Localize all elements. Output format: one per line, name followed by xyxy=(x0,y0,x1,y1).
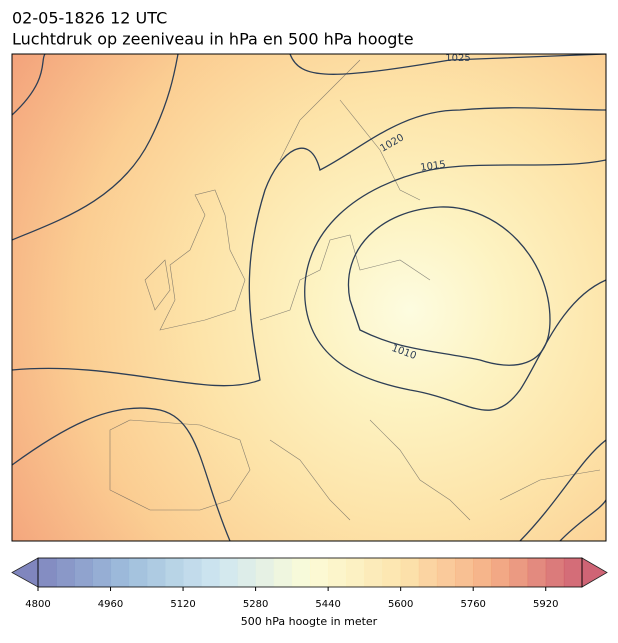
colorbar-segment xyxy=(183,558,202,587)
colorbar-segment xyxy=(310,558,329,587)
colorbar-tick-label: 5920 xyxy=(533,599,558,610)
colorbar-tick-label: 5600 xyxy=(388,599,413,610)
colorbar-segment xyxy=(201,558,220,587)
height-field xyxy=(12,54,606,541)
colorbar-frame xyxy=(37,557,583,588)
colorbar-segment xyxy=(382,558,402,587)
colorbar-segment xyxy=(219,558,238,587)
colorbar-segment xyxy=(473,558,492,587)
colorbar-tick-label: 5280 xyxy=(243,599,268,610)
isobar xyxy=(12,407,231,541)
map: 1025 1020 1015 1010 xyxy=(12,53,606,541)
colorbar-segment xyxy=(418,558,438,587)
colorbar-segment xyxy=(455,558,474,587)
isobar xyxy=(12,107,606,387)
colorbar: 4800 4960 5120 5280 5440 5600 5760 5920 xyxy=(11,557,608,610)
colorbar-segment xyxy=(346,558,365,587)
isobar xyxy=(559,499,606,541)
colorbar-segment xyxy=(74,558,93,587)
colorbar-segment xyxy=(400,558,420,587)
title: Luchtdruk op zeeniveau in hPa en 500 hPa… xyxy=(12,30,414,49)
colorbar-tick-label: 5120 xyxy=(170,599,195,610)
colorbar-segment xyxy=(328,558,347,587)
map-frame xyxy=(11,53,607,542)
colorbar-segment xyxy=(291,558,311,587)
colorbar-segment xyxy=(128,558,148,587)
colorbar-segment xyxy=(436,558,456,587)
colorbar-tick-label: 4800 xyxy=(25,599,50,610)
colorbar-segment xyxy=(527,558,547,587)
isobar xyxy=(289,54,606,75)
colorbar-segment xyxy=(563,558,583,587)
colorbar-segment xyxy=(146,558,166,587)
colorbar-tick-label: 4960 xyxy=(98,599,123,610)
colorbar-segment xyxy=(509,558,529,587)
colorbar-extend-low xyxy=(11,557,39,588)
colorbar-segment xyxy=(92,558,112,587)
colorbar-segment xyxy=(237,558,257,587)
isobar xyxy=(304,159,606,411)
timestamp: 02-05-1826 12 UTC xyxy=(12,9,167,28)
colorbar-segment xyxy=(56,558,75,587)
colorbar-label: 500 hPa hoogte in meter xyxy=(241,615,378,628)
coastline xyxy=(109,59,601,521)
colorbar-segment xyxy=(273,558,293,587)
colorbar-tick-label: 5760 xyxy=(460,599,485,610)
contour-label: 1015 xyxy=(420,159,447,173)
isobar xyxy=(12,54,179,241)
isobar xyxy=(519,439,606,541)
contour-label: 1025 xyxy=(445,53,470,64)
colorbar-segment xyxy=(364,558,384,587)
colorbar-segment xyxy=(491,558,510,587)
colorbar-tick-label: 5440 xyxy=(315,599,340,610)
isobar xyxy=(12,54,46,116)
colorbar-extend-high xyxy=(581,557,608,588)
colorbar-segment xyxy=(255,558,275,587)
colorbar-segment xyxy=(545,558,565,587)
colorbar-segment xyxy=(110,558,130,587)
colorbar-segment xyxy=(38,558,57,587)
colorbar-segment xyxy=(164,558,184,587)
isobar xyxy=(347,206,551,366)
